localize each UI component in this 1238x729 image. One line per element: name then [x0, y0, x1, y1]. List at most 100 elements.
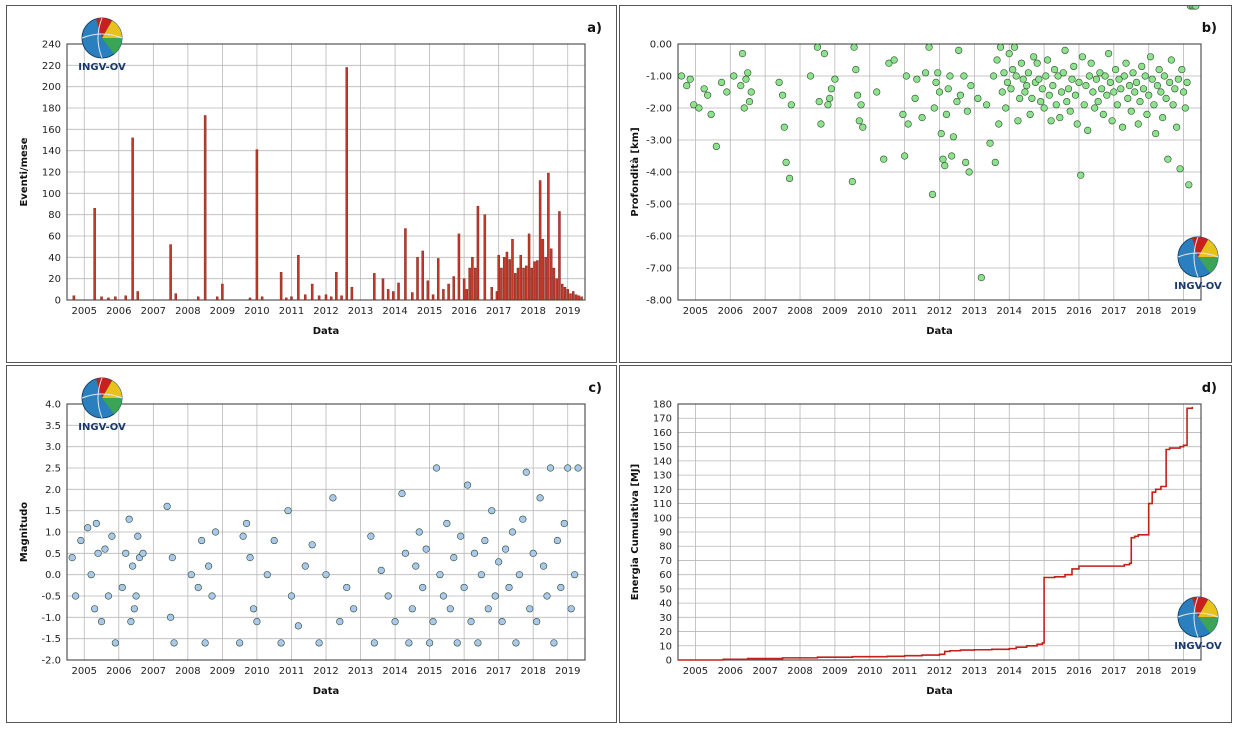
bar [335, 272, 338, 301]
bar [279, 272, 283, 301]
point [1179, 88, 1188, 96]
x-tick-label: 2005 [683, 306, 708, 317]
point [94, 549, 102, 557]
point [1035, 75, 1043, 83]
bar [519, 254, 523, 301]
point [873, 88, 881, 96]
point [944, 85, 952, 93]
point [481, 536, 489, 545]
point [567, 605, 575, 613]
point [1092, 75, 1101, 83]
point [343, 583, 351, 592]
point [700, 85, 708, 93]
point [450, 554, 458, 562]
point [168, 554, 176, 562]
bar [505, 251, 509, 301]
bar [514, 273, 517, 301]
y-tick-label: 170 [653, 414, 672, 425]
point [1141, 72, 1149, 80]
bar [476, 205, 480, 301]
y-tick-label: 220 [42, 61, 61, 72]
point [1080, 101, 1088, 109]
point [198, 536, 206, 545]
bar [555, 278, 558, 301]
x-axis-title: Data [926, 686, 953, 697]
point [557, 583, 565, 592]
y-tick-label: -0.5 [41, 592, 61, 603]
point [852, 65, 860, 74]
x-tick-label: 2019 [1171, 306, 1196, 317]
x-tick-label: 2011 [892, 306, 917, 317]
point [747, 88, 755, 96]
point [1160, 72, 1168, 80]
point [1139, 85, 1148, 93]
point [336, 618, 344, 626]
bar [508, 259, 511, 301]
point [850, 43, 858, 51]
point [322, 571, 330, 579]
point [707, 110, 715, 118]
point [426, 639, 434, 647]
point [1000, 69, 1008, 77]
y-tick-label: 180 [653, 400, 672, 411]
panel-label: c) [588, 381, 602, 396]
point [1019, 75, 1027, 83]
point [474, 639, 482, 647]
bar [72, 295, 76, 301]
panel-d-cumulative-energy: 0 10 20 30 40 50 60 70 80 90 100 110 120 130 140 150 160… [619, 365, 1232, 723]
bar [549, 248, 553, 301]
y-tick-label: 200 [42, 82, 61, 93]
point [806, 72, 815, 80]
point [167, 613, 175, 621]
point [412, 562, 420, 570]
point [1115, 75, 1123, 83]
point [1068, 75, 1076, 83]
bar [516, 267, 520, 301]
point [949, 133, 958, 141]
bar [483, 214, 487, 301]
y-tick-label: 20 [48, 274, 61, 285]
point [287, 592, 296, 600]
point [401, 549, 410, 557]
point [704, 91, 712, 99]
point [460, 583, 468, 592]
point [1143, 110, 1151, 118]
x-tick-label: 2017 [486, 666, 511, 677]
point [1042, 72, 1050, 80]
y-axis-title: Magnitudo [19, 502, 30, 562]
point [1075, 78, 1083, 86]
point [1045, 91, 1053, 99]
y-tick-label: 0 [55, 296, 61, 307]
plot-frame [677, 403, 1202, 661]
x-tick-label: 2012 [313, 306, 338, 317]
point [301, 562, 309, 570]
y-tick-label: 60 [48, 232, 61, 243]
point [1136, 97, 1144, 106]
point [1159, 113, 1167, 122]
bar [500, 267, 503, 301]
point [398, 489, 406, 498]
point [1085, 72, 1094, 80]
y-tick-label: 70 [659, 556, 672, 567]
y-tick-label: 100 [653, 513, 672, 524]
y-tick-label: 180 [42, 104, 61, 115]
x-tick-label: 2014 [997, 666, 1022, 677]
point [1125, 81, 1134, 90]
point [1007, 85, 1015, 93]
point [1129, 69, 1137, 77]
point [1162, 94, 1170, 102]
point [1071, 91, 1080, 99]
point [1038, 85, 1046, 93]
bar [297, 254, 300, 301]
x-tick-label: 2019 [555, 306, 580, 317]
point [1118, 123, 1127, 131]
point [315, 639, 323, 647]
point [242, 519, 251, 528]
x-tick-label: 2011 [279, 666, 304, 677]
panel-b-depth: -8.00 -7.00 -6.00 -5.00 -4.00 -3.00 -2.00 -1.00… [619, 5, 1232, 363]
x-tick-label: 2017 [1101, 666, 1126, 677]
point [848, 178, 856, 186]
y-tick-label: 1.0 [45, 528, 61, 539]
bar [324, 294, 328, 301]
point [1181, 104, 1189, 112]
